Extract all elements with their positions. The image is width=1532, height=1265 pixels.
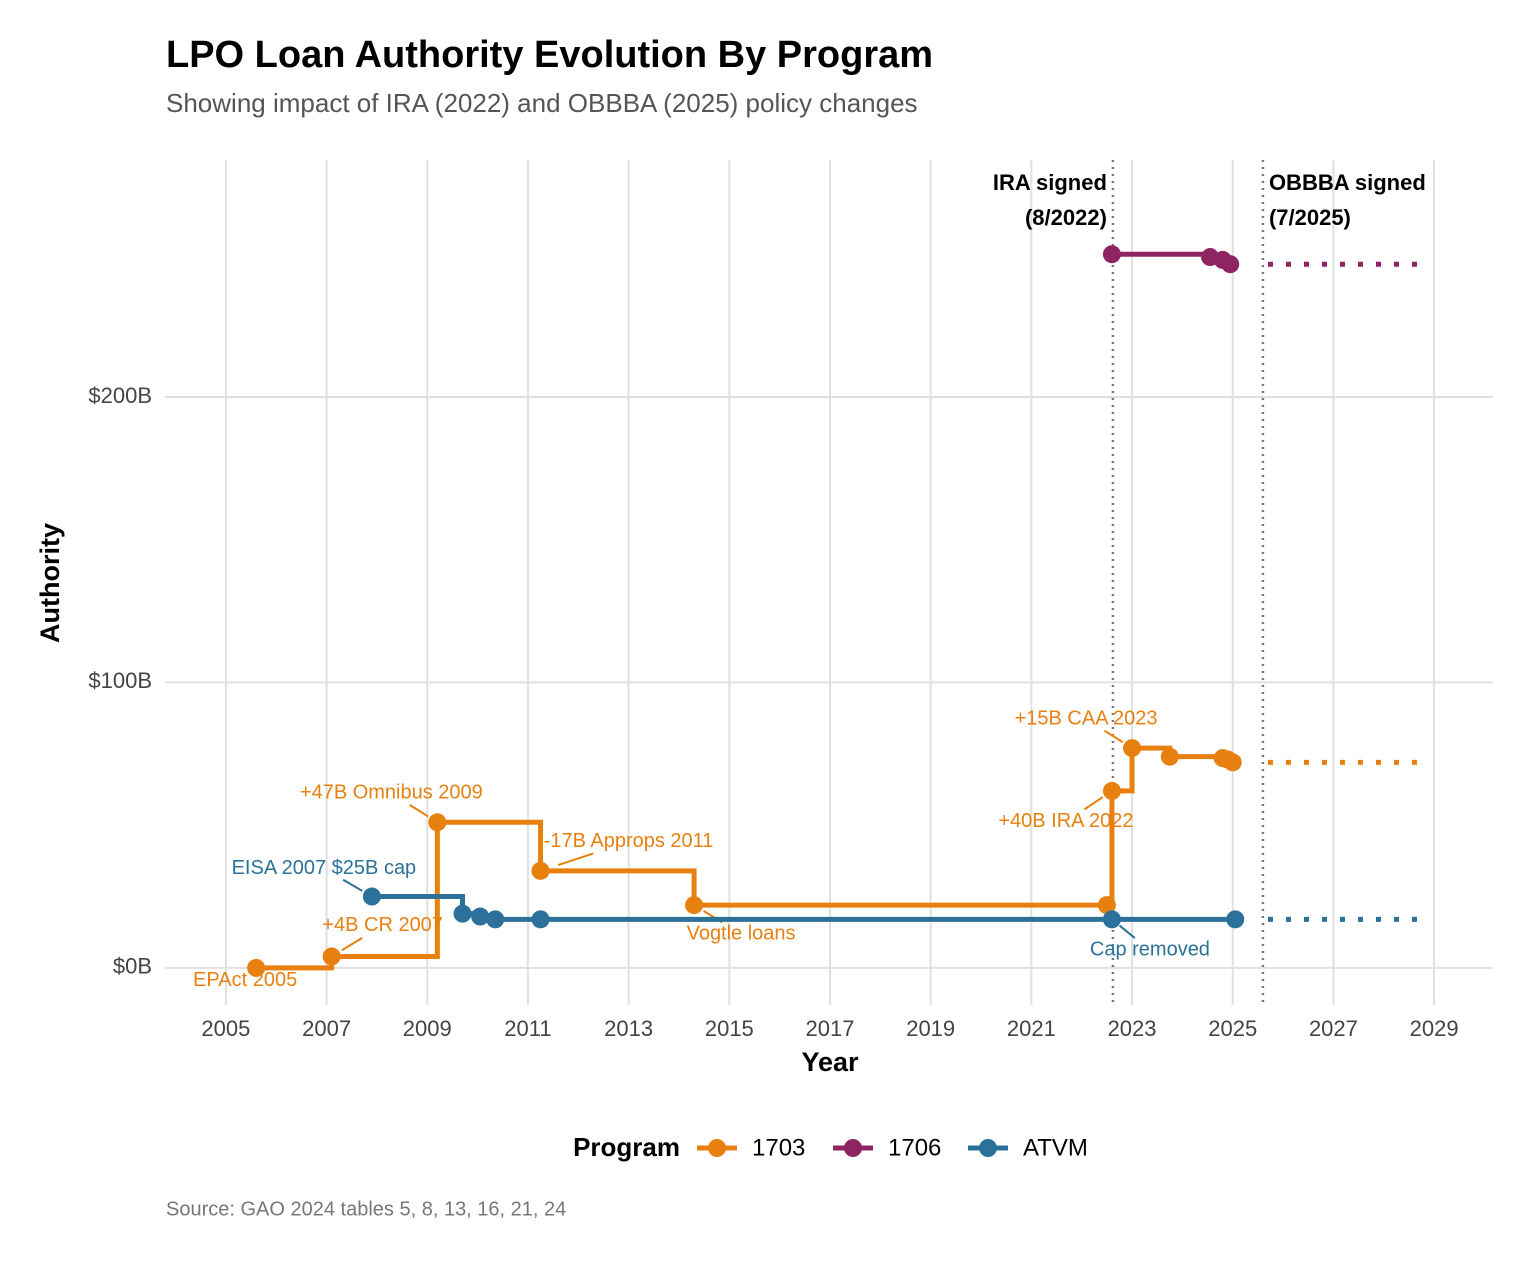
point <box>1102 245 1121 264</box>
point <box>1160 747 1179 766</box>
step-line <box>540 868 697 906</box>
legend-key <box>708 1139 726 1157</box>
legend-key <box>979 1139 997 1157</box>
legend-label: 1703 <box>752 1134 805 1161</box>
chart-subtitle: Showing impact of IRA (2022) and OBBBA (… <box>166 88 918 118</box>
y-tick-label: $100B <box>88 668 152 693</box>
point <box>247 958 266 977</box>
x-tick-label: 2013 <box>604 1016 653 1041</box>
x-tick-label: 2023 <box>1108 1016 1157 1041</box>
point-label: +15B CAA 2023 <box>1015 707 1158 729</box>
x-tick-label: 2009 <box>403 1016 452 1041</box>
point-label: Vogtle loans <box>687 922 796 944</box>
legend-key <box>844 1139 862 1157</box>
point <box>486 910 505 929</box>
leader-line <box>342 878 363 892</box>
step-line <box>256 956 335 971</box>
leader-line <box>341 937 363 952</box>
point-label: +4B CR 2007 <box>322 914 443 936</box>
y-axis-title: Authority <box>35 523 65 643</box>
reference-label: OBBBA signed <box>1269 170 1426 195</box>
point <box>685 896 704 915</box>
point <box>471 907 490 926</box>
point-label: Cap removed <box>1090 939 1210 961</box>
leader-line <box>557 852 594 866</box>
x-tick-label: 2025 <box>1208 1016 1257 1041</box>
point <box>1223 753 1242 772</box>
point-label: +47B Omnibus 2009 <box>300 782 483 804</box>
point-label: EPAct 2005 <box>193 969 297 991</box>
step-line <box>1111 251 1213 258</box>
reference-label: (7/2025) <box>1269 205 1351 230</box>
x-tick-label: 2005 <box>201 1016 250 1041</box>
chart-title: LPO Loan Authority Evolution By Program <box>166 34 933 76</box>
y-tick-label: $0B <box>113 954 152 979</box>
x-tick-label: 2011 <box>504 1016 551 1041</box>
leader-line <box>1103 729 1124 744</box>
point <box>531 910 550 929</box>
reference-label: (8/2022) <box>1025 205 1107 230</box>
x-tick-label: 2015 <box>705 1016 754 1041</box>
x-tick-label: 2021 <box>1007 1016 1056 1041</box>
leader-line <box>1118 924 1136 939</box>
step-line <box>331 822 440 959</box>
y-tick-label: $200B <box>88 383 152 408</box>
x-tick-label: 2007 <box>302 1016 351 1041</box>
x-axis-title: Year <box>801 1047 859 1077</box>
reference-label: IRA signed <box>993 170 1107 195</box>
x-tick-label: 2029 <box>1410 1016 1459 1041</box>
x-tick-label: 2027 <box>1309 1016 1358 1041</box>
legend-label: 1706 <box>888 1134 941 1161</box>
point <box>322 947 341 966</box>
point <box>428 813 447 832</box>
point-label: -17B Approps 2011 <box>544 830 714 852</box>
point <box>1123 739 1142 758</box>
point-label: EISA 2007 $25B cap <box>232 857 417 879</box>
point <box>362 887 381 906</box>
point <box>1226 910 1245 929</box>
caption: Source: GAO 2024 tables 5, 8, 13, 16, 21… <box>166 1198 566 1220</box>
point <box>1102 781 1121 800</box>
step-line <box>1106 790 1115 908</box>
point <box>1221 255 1240 274</box>
legend-title: Program <box>573 1132 680 1162</box>
leader-line <box>409 804 429 818</box>
step-line <box>437 819 544 871</box>
point <box>1102 910 1121 929</box>
x-tick-label: 2017 <box>806 1016 855 1041</box>
x-tick-label: 2019 <box>906 1016 955 1041</box>
step-line <box>371 894 466 914</box>
point <box>453 904 472 923</box>
point-label: +40B IRA 2022 <box>998 810 1133 832</box>
point <box>531 861 550 880</box>
leader-line <box>1083 796 1104 811</box>
point <box>1097 896 1116 915</box>
legend-label: ATVM <box>1023 1134 1088 1161</box>
